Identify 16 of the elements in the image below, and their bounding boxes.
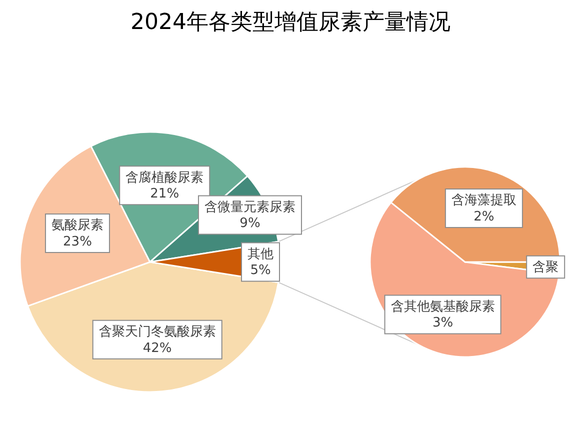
data-label: 23% — [63, 234, 92, 250]
slice-label: 其他 — [248, 246, 274, 262]
slice-label: 含微量元素尿素 — [204, 200, 296, 215]
slice-label: 含聚天门冬氨酸尿素 — [98, 324, 216, 340]
slice-label: 含其他氨基酸尿素 — [390, 299, 495, 314]
data-label: 3% — [432, 316, 454, 331]
slice-label: 含海藻提取 — [451, 193, 516, 208]
chart-title: 2024年各类型增值尿素产量情况 — [130, 10, 450, 35]
data-label: 2% — [474, 209, 494, 224]
data-label: 5% — [250, 263, 271, 278]
data-label: 9% — [240, 216, 260, 232]
data-label: 42% — [142, 340, 172, 356]
data-label: 21% — [150, 186, 180, 202]
slice-label: 含聚 — [532, 260, 559, 275]
slice-label: 氨酸尿素 — [51, 218, 104, 234]
slice-label: 含腐植酸尿素 — [126, 170, 204, 186]
